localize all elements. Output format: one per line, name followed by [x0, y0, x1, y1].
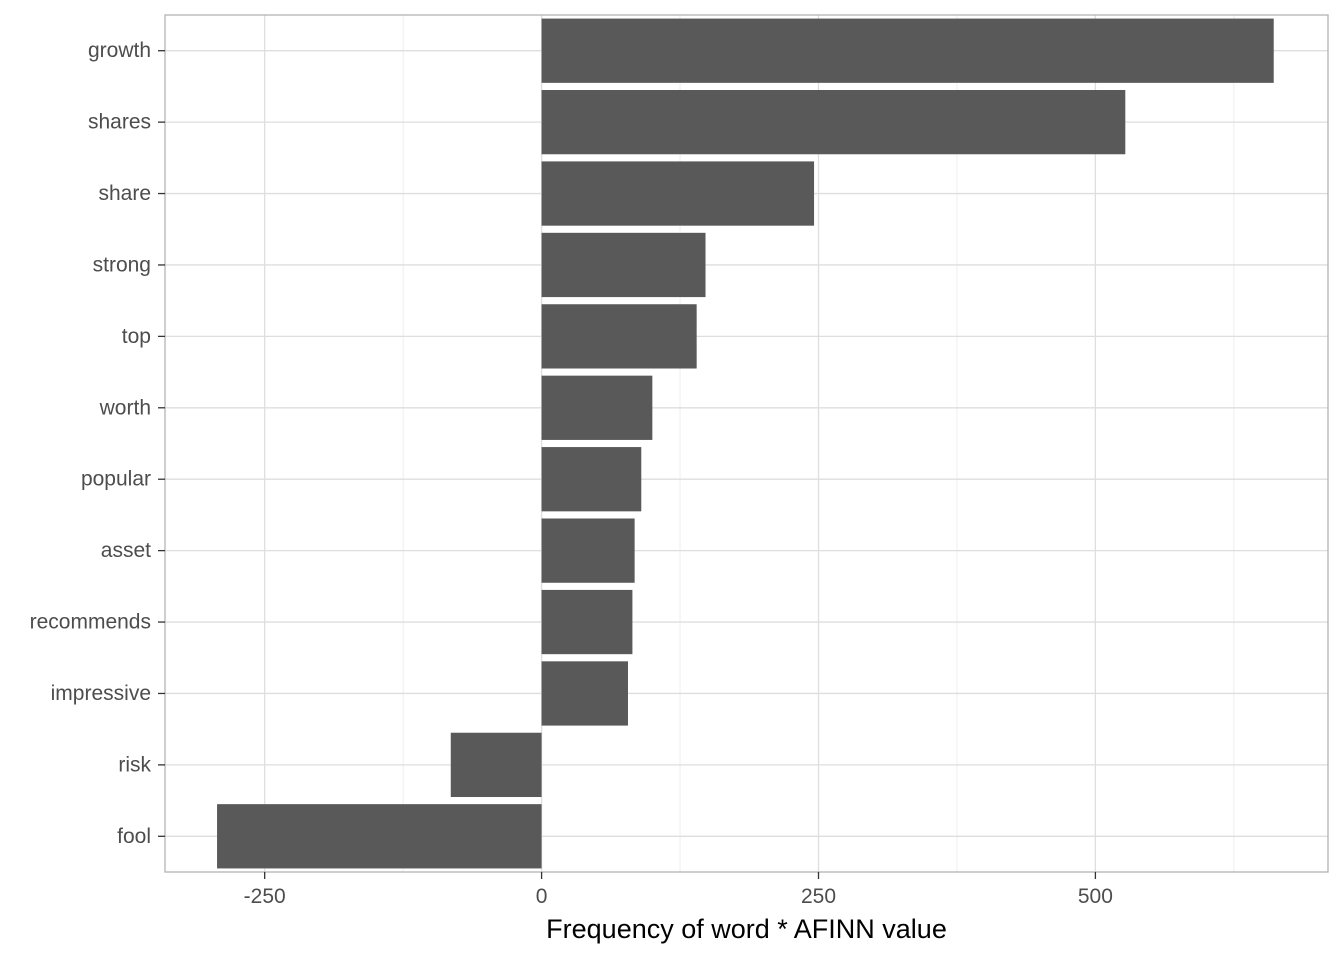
y-tick-label: share: [98, 182, 151, 205]
x-tick-label: 0: [536, 885, 548, 908]
y-tick-label: worth: [99, 396, 151, 419]
bar-shares: [541, 89, 1126, 155]
bar-recommends: [541, 589, 633, 655]
y-tick-label: shares: [88, 111, 151, 134]
panel-border: [164, 14, 1329, 873]
bar-fool: [217, 804, 542, 869]
bar-layer: [217, 18, 1274, 869]
x-axis-title: Frequency of word * AFINN value: [546, 914, 947, 944]
bar-impressive: [541, 661, 628, 726]
bar-risk: [450, 732, 542, 798]
panel-background: [165, 15, 1328, 872]
y-axis: growth shares share strong top worth popular as…: [30, 39, 165, 848]
y-tick-label: growth: [88, 39, 151, 62]
bar-worth: [541, 375, 653, 440]
y-tick-label: strong: [93, 253, 151, 276]
x-axis: -250 0 250 500: [244, 872, 1113, 908]
x-tick-label: -250: [244, 885, 286, 908]
bar-share: [541, 161, 815, 226]
x-tick-label: 250: [801, 885, 836, 908]
bar-popular: [541, 447, 642, 512]
y-tick-label: top: [122, 325, 151, 348]
bar-growth: [541, 18, 1274, 83]
bar-asset: [541, 518, 635, 583]
y-tick-label: impressive: [51, 682, 151, 705]
y-tick-label: popular: [81, 468, 151, 491]
bar-strong: [541, 232, 706, 298]
y-tick-label: asset: [101, 539, 151, 562]
x-tick-label: 500: [1078, 885, 1113, 908]
y-tick-label: fool: [117, 825, 151, 848]
bar-top: [541, 304, 697, 369]
y-tick-label: recommends: [30, 611, 151, 634]
y-tick-label: risk: [118, 753, 151, 776]
